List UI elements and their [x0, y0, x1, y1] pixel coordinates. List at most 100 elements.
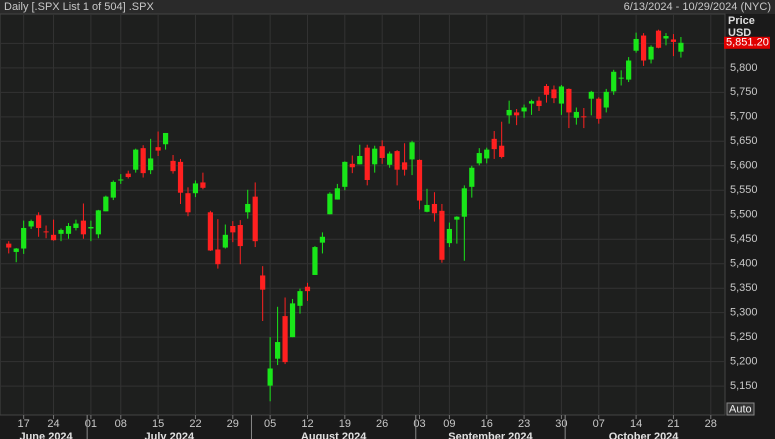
- month-label: August 2024: [301, 431, 367, 439]
- x-tick-label: 28: [705, 418, 717, 430]
- candle-body: [626, 60, 632, 80]
- candle-body: [260, 275, 266, 290]
- candle-body: [491, 138, 497, 150]
- candle-body: [155, 147, 161, 151]
- candle-body: [379, 146, 385, 158]
- x-tick-label: 29: [227, 418, 239, 430]
- candle-body: [596, 98, 602, 119]
- candle-body: [215, 249, 221, 265]
- candle-body: [618, 77, 624, 79]
- candle-body: [573, 111, 579, 118]
- y-tick-label: 5,350: [730, 282, 758, 294]
- month-label: June 2024: [19, 431, 73, 439]
- y-tick-label: 5,600: [730, 160, 758, 172]
- candle-body: [499, 145, 505, 157]
- last-price-box: [724, 36, 770, 49]
- header-title: Daily [.SPX List 1 of 504] .SPX: [4, 1, 154, 13]
- x-tick-label: 15: [152, 418, 164, 430]
- auto-button[interactable]: [726, 402, 755, 416]
- candle-body: [312, 247, 318, 275]
- candle-body: [58, 229, 64, 234]
- candle-body: [237, 225, 243, 247]
- candle-body: [514, 112, 520, 116]
- x-tick-label: 03: [413, 418, 425, 430]
- x-tick-label: 09: [443, 418, 455, 430]
- candle-body: [588, 91, 594, 99]
- candle-body: [267, 368, 273, 386]
- candle-body: [655, 30, 662, 48]
- x-tick-label: 05: [264, 418, 276, 430]
- candle-body: [461, 188, 467, 217]
- header-bar: [0, 0, 775, 14]
- candle-body: [439, 210, 445, 260]
- candle-body: [275, 342, 281, 359]
- candle-body: [110, 181, 116, 198]
- y-tick-label: 5,550: [730, 184, 758, 196]
- candle-body: [424, 204, 430, 212]
- y-tick-label: 5,750: [730, 86, 758, 98]
- y-tick-label: 5,500: [730, 209, 758, 221]
- candle-body: [80, 220, 87, 235]
- candle-body: [21, 227, 27, 249]
- candle-body: [387, 153, 393, 165]
- x-tick-label: 26: [376, 418, 388, 430]
- candle-body: [670, 39, 677, 42]
- y-tick-label: 5,400: [730, 258, 758, 270]
- candle-body: [207, 212, 213, 251]
- candle-body: [416, 159, 423, 201]
- candle-body: [282, 316, 288, 363]
- x-tick-label: 23: [518, 418, 530, 430]
- candle-body: [484, 149, 490, 159]
- auto-button-label[interactable]: Auto: [729, 403, 752, 415]
- y-tick-label: 5,650: [730, 135, 758, 147]
- candle-body: [476, 153, 482, 164]
- candle-body: [252, 196, 258, 242]
- candle-body: [133, 149, 139, 170]
- candle-body: [521, 107, 527, 112]
- candle-body: [640, 35, 647, 61]
- candle-body: [364, 147, 370, 180]
- candle-body: [65, 226, 72, 234]
- candle-body: [140, 148, 146, 174]
- candle-body: [327, 193, 333, 215]
- candle-body: [394, 151, 400, 170]
- candle-body: [118, 179, 124, 181]
- candle-body: [73, 223, 79, 228]
- candle-body: [349, 163, 355, 168]
- candle-body: [506, 109, 512, 116]
- y-axis-title: Price: [728, 15, 755, 27]
- candle-body: [633, 38, 639, 51]
- candle-body: [95, 210, 101, 235]
- candle-body: [200, 182, 206, 188]
- candle-body: [409, 142, 415, 160]
- candle-body: [611, 71, 617, 92]
- candle-body: [446, 228, 452, 244]
- y-tick-label: 5,450: [730, 233, 758, 245]
- y-axis-unit: USD: [728, 27, 751, 39]
- x-tick-label: 01: [85, 418, 97, 430]
- y-tick-label: 5,200: [730, 356, 758, 368]
- x-tick-label: 19: [339, 418, 351, 430]
- x-tick-label: 07: [593, 418, 605, 430]
- candle-body: [342, 161, 348, 187]
- candle-body: [528, 101, 535, 104]
- candle-body: [304, 286, 311, 292]
- x-tick-label: 16: [481, 418, 493, 430]
- candle-body: [162, 132, 169, 145]
- candle-body: [192, 183, 199, 194]
- candle-body: [245, 203, 251, 213]
- candle-body: [558, 86, 565, 104]
- x-tick-label: 22: [189, 418, 201, 430]
- x-tick-label: 14: [630, 418, 642, 430]
- candle-body: [289, 303, 296, 338]
- candle-body: [28, 221, 34, 227]
- candle-body: [536, 100, 542, 107]
- y-tick-label: 5,150: [730, 380, 758, 392]
- candle-body: [43, 231, 49, 233]
- month-label: July 2024: [145, 431, 195, 439]
- candle-body: [581, 116, 587, 118]
- x-tick-label: 17: [18, 418, 30, 430]
- x-tick-label: 24: [47, 418, 59, 430]
- candle-body: [551, 89, 557, 99]
